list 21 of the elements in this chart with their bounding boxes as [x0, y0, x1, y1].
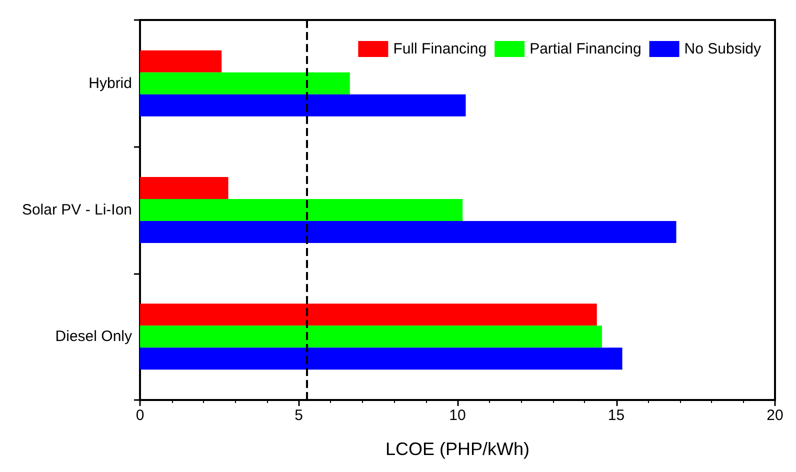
legend-label: Full Financing	[393, 40, 487, 58]
x-tick-label: 10	[449, 407, 466, 424]
x-tick-label: 20	[766, 407, 784, 424]
bar	[140, 199, 463, 221]
x-tick-label: 5	[294, 407, 303, 424]
bar	[140, 348, 622, 370]
x-tick-label: 0	[136, 407, 144, 424]
bar	[140, 177, 228, 199]
y-tick-label: Diesel Only	[55, 328, 132, 346]
x-axis-title: LCOE (PHP/kWh)	[385, 439, 530, 459]
bar	[140, 326, 602, 348]
bar	[140, 221, 676, 243]
bar	[140, 50, 222, 72]
y-tick-label: Solar PV - Li-Ion	[22, 202, 132, 218]
legend-label: Partial Financing	[530, 40, 642, 58]
legend-label: No Subsidy	[684, 40, 762, 58]
bar	[140, 94, 466, 116]
bar	[140, 304, 597, 326]
bar	[140, 72, 350, 94]
y-tick-label: Hybrid	[88, 74, 132, 92]
x-tick-label: 15	[608, 407, 625, 424]
